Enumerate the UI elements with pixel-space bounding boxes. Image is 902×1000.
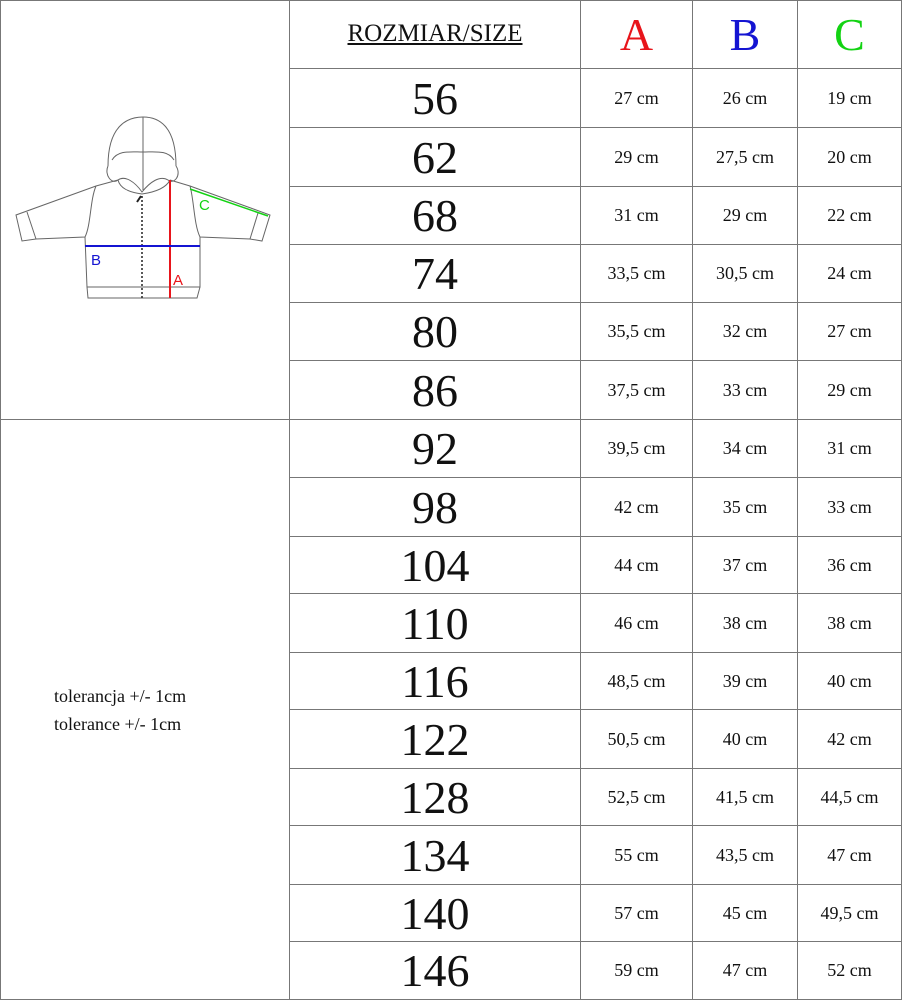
size-cell: 122 <box>290 710 581 769</box>
measure-b-cell: 45 cm <box>693 885 798 942</box>
measure-b-cell: 43,5 cm <box>693 826 798 885</box>
size-cell: 68 <box>290 187 581 245</box>
size-cell: 116 <box>290 653 581 710</box>
measure-b-cell: 34 cm <box>693 420 798 478</box>
size-cell: 80 <box>290 303 581 361</box>
measure-c-cell: 36 cm <box>798 537 902 594</box>
tolerance-en: tolerance +/- 1cm <box>54 713 182 734</box>
measure-a-cell: 31 cm <box>581 187 693 245</box>
size-cell: 62 <box>290 128 581 187</box>
diagram-cell: A B C <box>0 0 290 420</box>
measure-c-cell: 44,5 cm <box>798 769 902 826</box>
size-cell: 56 <box>290 69 581 128</box>
measure-a-cell: 44 cm <box>581 537 693 594</box>
measure-c-cell: 19 cm <box>798 69 902 128</box>
header-size: ROZMIAR/SIZE <box>290 0 581 69</box>
measure-a-cell: 29 cm <box>581 128 693 187</box>
measure-c-cell: 24 cm <box>798 245 902 303</box>
measure-c-cell: 22 cm <box>798 187 902 245</box>
header-col-c: C <box>798 0 902 69</box>
measure-a-cell: 35,5 cm <box>581 303 693 361</box>
size-cell: 86 <box>290 361 581 420</box>
measure-a-cell: 52,5 cm <box>581 769 693 826</box>
measure-a-cell: 50,5 cm <box>581 710 693 769</box>
size-cell: 140 <box>290 885 581 942</box>
measure-c-cell: 38 cm <box>798 594 902 653</box>
measure-c-cell: 40 cm <box>798 653 902 710</box>
size-cell: 134 <box>290 826 581 885</box>
size-cell: 146 <box>290 942 581 1000</box>
measure-b-cell: 37 cm <box>693 537 798 594</box>
measure-b-cell: 33 cm <box>693 361 798 420</box>
size-cell: 128 <box>290 769 581 826</box>
measure-b-cell: 39 cm <box>693 653 798 710</box>
size-cell: 104 <box>290 537 581 594</box>
label-a: A <box>173 272 183 289</box>
header-col-b: B <box>693 0 798 69</box>
measure-b-cell: 30,5 cm <box>693 245 798 303</box>
measure-a-cell: 42 cm <box>581 478 693 537</box>
measure-b-cell: 35 cm <box>693 478 798 537</box>
measure-a-cell: 46 cm <box>581 594 693 653</box>
measure-c-cell: 29 cm <box>798 361 902 420</box>
measure-c-cell: 52 cm <box>798 942 902 1000</box>
measure-b-cell: 27,5 cm <box>693 128 798 187</box>
measure-c-cell: 47 cm <box>798 826 902 885</box>
measure-c-cell: 33 cm <box>798 478 902 537</box>
measure-a-cell: 39,5 cm <box>581 420 693 478</box>
size-cell: 110 <box>290 594 581 653</box>
measure-a-cell: 33,5 cm <box>581 245 693 303</box>
measure-c-cell: 20 cm <box>798 128 902 187</box>
measure-a-cell: 37,5 cm <box>581 361 693 420</box>
measure-c-cell: 49,5 cm <box>798 885 902 942</box>
measure-line-c <box>189 188 269 217</box>
tolerance-pl: tolerancja +/- 1cm <box>54 685 187 706</box>
measure-a-cell: 59 cm <box>581 942 693 1000</box>
hoodie-diagram: A B C <box>15 116 271 299</box>
measure-b-cell: 47 cm <box>693 942 798 1000</box>
measure-b-cell: 40 cm <box>693 710 798 769</box>
label-c: C <box>199 197 210 214</box>
measure-b-cell: 41,5 cm <box>693 769 798 826</box>
measure-b-cell: 29 cm <box>693 187 798 245</box>
measure-a-cell: 55 cm <box>581 826 693 885</box>
size-cell: 74 <box>290 245 581 303</box>
measure-b-cell: 26 cm <box>693 69 798 128</box>
header-col-a: A <box>581 0 693 69</box>
measure-a-cell: 48,5 cm <box>581 653 693 710</box>
tolerance-cell: tolerancja +/- 1cm tolerance +/- 1cm <box>0 420 290 1000</box>
measure-c-cell: 27 cm <box>798 303 902 361</box>
size-cell: 92 <box>290 420 581 478</box>
measure-c-cell: 42 cm <box>798 710 902 769</box>
measure-b-cell: 32 cm <box>693 303 798 361</box>
measure-c-cell: 31 cm <box>798 420 902 478</box>
measure-a-cell: 27 cm <box>581 69 693 128</box>
size-cell: 98 <box>290 478 581 537</box>
measure-b-cell: 38 cm <box>693 594 798 653</box>
measure-a-cell: 57 cm <box>581 885 693 942</box>
label-b: B <box>91 252 101 269</box>
